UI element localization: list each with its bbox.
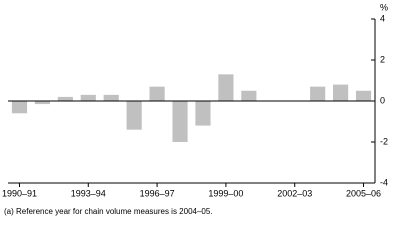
- y-tick-label: 0: [380, 95, 385, 105]
- y-tick-label: -2: [380, 136, 388, 146]
- bar: [310, 86, 326, 101]
- x-tick-label: 1999–00: [208, 188, 243, 198]
- bar: [172, 101, 188, 142]
- bar: [126, 101, 142, 130]
- y-tick-label: 4: [380, 13, 385, 23]
- y-tick-label: 2: [380, 54, 385, 64]
- x-tick-label: 2005–06: [346, 188, 381, 198]
- bar: [103, 94, 119, 101]
- y-tick-label: -4: [380, 177, 388, 187]
- x-tick-label: 1996–97: [140, 188, 175, 198]
- footnote: (a) Reference year for chain volume meas…: [4, 207, 213, 216]
- bar: [57, 96, 73, 101]
- y-unit: %: [380, 2, 388, 12]
- bar: [333, 84, 349, 101]
- bar: [11, 101, 28, 114]
- bar: [195, 101, 211, 126]
- bar: [241, 90, 257, 101]
- chart: % (a) Reference year for chain volume me…: [2, 2, 388, 216]
- bar: [149, 86, 165, 101]
- x-tick-label: 1993–94: [71, 188, 106, 198]
- bar: [34, 101, 50, 105]
- bar: [355, 90, 372, 101]
- bar: [218, 74, 234, 101]
- bar: [80, 94, 96, 101]
- x-tick-label: 1990–91: [2, 188, 37, 198]
- x-tick-label: 2002–03: [277, 188, 312, 198]
